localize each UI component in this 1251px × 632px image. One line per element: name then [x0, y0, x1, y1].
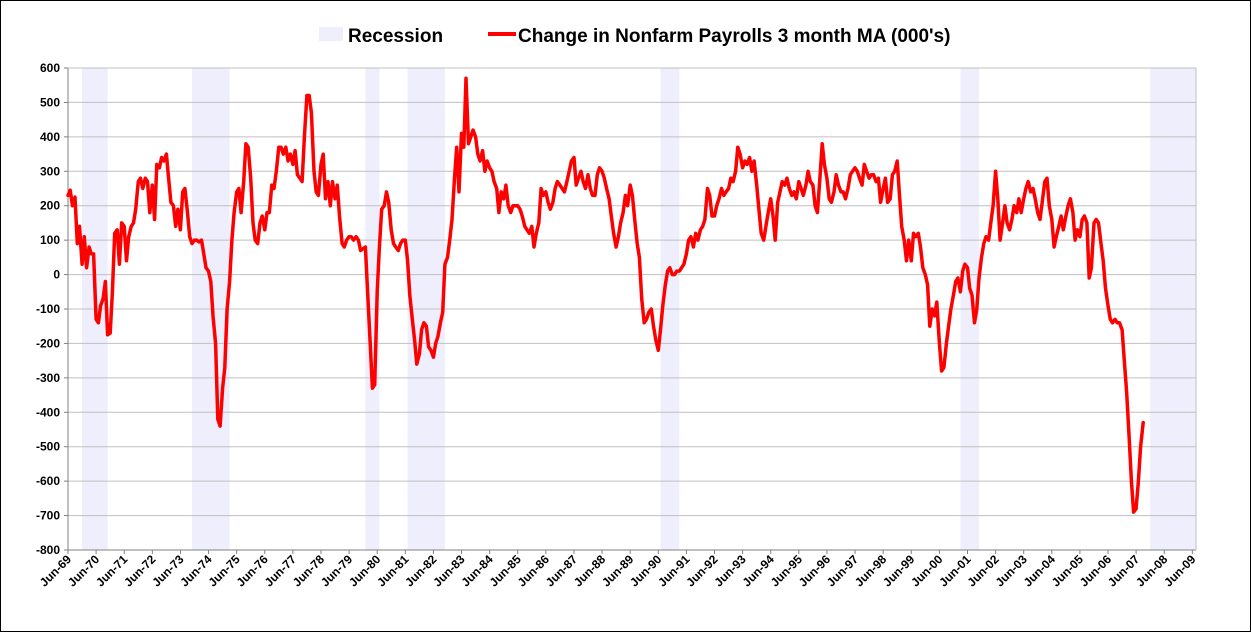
y-tick-label: -400 — [36, 405, 60, 419]
y-tick-label: 100 — [40, 233, 60, 247]
series-line — [66, 76, 1145, 514]
y-tick-labels: 600 500 400 300 200 100 0 -100 -200 -300 -400 -500 -… — [36, 61, 60, 557]
legend-recession-swatch — [319, 27, 343, 41]
y-tick-label: -800 — [36, 543, 60, 557]
y-tick-label: -600 — [36, 474, 60, 488]
legend-recession-label: Recession — [348, 26, 443, 47]
y-tick-label: 300 — [40, 164, 60, 178]
y-tick-label: -500 — [36, 440, 60, 454]
legend-series-label: Change in Nonfarm Payrolls 3 month MA (0… — [518, 26, 950, 47]
y-tick-label: 0 — [53, 268, 60, 282]
y-tick-label: -100 — [36, 302, 60, 316]
y-tick-label: 200 — [40, 199, 60, 213]
y-tick-label: 400 — [40, 130, 60, 144]
y-tick-label: -300 — [36, 371, 60, 385]
y-tick-label: -700 — [36, 509, 60, 523]
axes — [64, 67, 1197, 554]
legend: Recession Change in Nonfarm Payrolls 3 m… — [319, 26, 950, 47]
x-tick-label: Jun-09 — [1161, 552, 1198, 589]
y-tick-label: -200 — [36, 336, 60, 350]
series-layer — [66, 76, 1145, 514]
y-tick-label: 500 — [40, 95, 60, 109]
x-tick-labels: Jun-69Jun-70Jun-71Jun-72Jun-73Jun-74Jun-… — [37, 552, 1199, 589]
y-tick-label: 600 — [40, 61, 60, 75]
